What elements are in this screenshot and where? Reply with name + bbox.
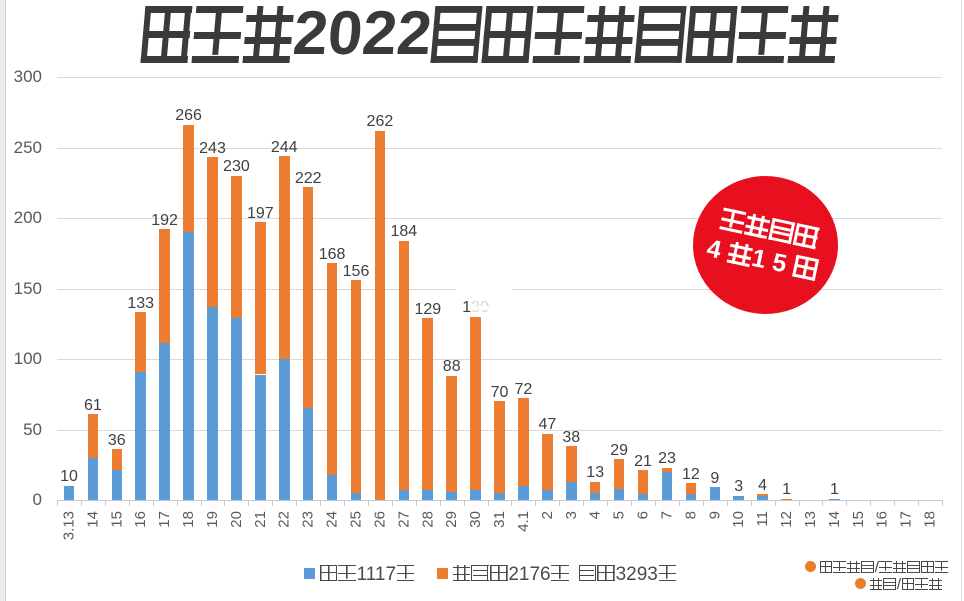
svg-text:31: 31 <box>491 511 508 528</box>
svg-text:3.13: 3.13 <box>61 511 78 540</box>
svg-text:26: 26 <box>371 511 388 528</box>
svg-text:4: 4 <box>587 511 604 519</box>
svg-text:30: 30 <box>467 511 484 528</box>
svg-text:4.1: 4.1 <box>515 511 532 532</box>
svg-text:9: 9 <box>706 511 723 519</box>
svg-text:10: 10 <box>730 511 747 528</box>
svg-text:24: 24 <box>324 511 341 528</box>
svg-text:17: 17 <box>898 511 915 528</box>
svg-text:18: 18 <box>922 511 939 528</box>
svg-text:21: 21 <box>252 511 269 528</box>
svg-text:20: 20 <box>228 511 245 528</box>
svg-text:8: 8 <box>682 511 699 519</box>
svg-text:14: 14 <box>84 511 101 528</box>
svg-text:17: 17 <box>156 511 173 528</box>
svg-text:16: 16 <box>874 511 891 528</box>
svg-text:2: 2 <box>539 511 556 519</box>
svg-text:12: 12 <box>778 511 795 528</box>
svg-text:6: 6 <box>635 511 652 519</box>
svg-text:27: 27 <box>395 511 412 528</box>
svg-text:14: 14 <box>826 511 843 528</box>
svg-text:29: 29 <box>443 511 460 528</box>
svg-text:19: 19 <box>204 511 221 528</box>
svg-text:15: 15 <box>108 511 125 528</box>
svg-text:7: 7 <box>659 511 676 519</box>
svg-text:15: 15 <box>850 511 867 528</box>
svg-text:25: 25 <box>348 511 365 528</box>
svg-text:16: 16 <box>132 511 149 528</box>
svg-text:18: 18 <box>180 511 197 528</box>
svg-text:5: 5 <box>611 511 628 519</box>
svg-text:3: 3 <box>563 511 580 519</box>
svg-text:23: 23 <box>300 511 317 528</box>
svg-text:13: 13 <box>802 511 819 528</box>
svg-text:11: 11 <box>754 511 771 527</box>
svg-text:28: 28 <box>419 511 436 528</box>
svg-text:22: 22 <box>276 511 293 528</box>
